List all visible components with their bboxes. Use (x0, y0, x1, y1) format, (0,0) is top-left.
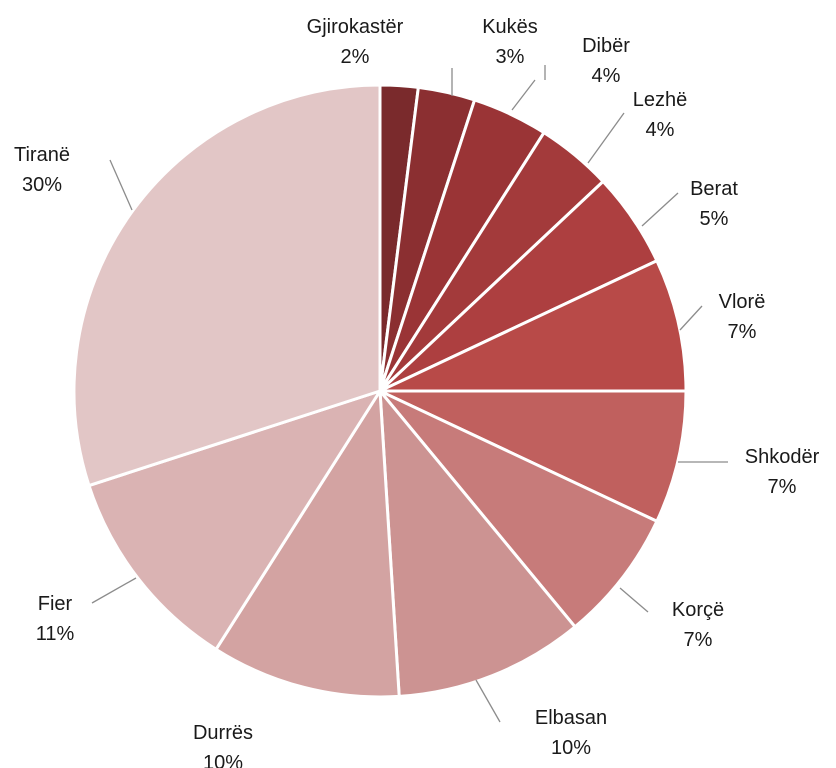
pie-slice-8 (378, 389, 577, 698)
slice-name-label: Kukës (482, 16, 538, 38)
leader-line-8 (475, 679, 501, 723)
pie-slice-6 (378, 389, 688, 523)
leader-line-4 (641, 192, 679, 227)
slice-name-label: Lezhë (633, 89, 688, 111)
slice-name-label: Elbasan (535, 707, 607, 729)
pie-slice-5 (378, 259, 688, 393)
pie-slice-7 (378, 389, 659, 629)
slice-percent-label: 7% (768, 476, 797, 498)
slice-percent-label: 4% (592, 65, 621, 87)
leader-line-10 (91, 577, 137, 604)
leader-line-7 (619, 587, 649, 613)
slice-name-label: Durrës (193, 722, 253, 744)
leader-line-11 (109, 159, 133, 211)
pie-slice-11 (72, 83, 382, 488)
slice-percent-label: 5% (700, 208, 729, 230)
leader-line-5 (679, 305, 703, 331)
slice-percent-label: 2% (341, 46, 370, 68)
slice-name-label: Fier (38, 593, 73, 615)
slice-percent-label: 10% (203, 752, 243, 768)
slice-name-label: Dibër (582, 35, 630, 57)
pie-slices (72, 83, 688, 699)
slice-name-label: Korçë (672, 599, 724, 621)
slice-name-label: Tiranë (14, 144, 70, 166)
leader-lines (91, 65, 728, 723)
slice-name-label: Berat (690, 178, 738, 200)
slice-percent-label: 10% (551, 737, 591, 759)
slice-name-label: Vlorë (719, 291, 766, 313)
slice-percent-label: 7% (684, 629, 713, 651)
slice-percent-label: 7% (728, 321, 757, 343)
leader-line-1 (511, 79, 536, 111)
slice-name-label: Gjirokastër (307, 16, 404, 38)
slice-percent-label: 3% (496, 46, 525, 68)
pie-slice-9 (214, 389, 401, 699)
leader-line-3 (587, 112, 625, 164)
slice-labels: Gjirokastër 2% Kukës 3% Dibër 4% Lezhë 4% Berat 5… (14, 16, 820, 768)
slice-name-label: Shkodër (745, 446, 820, 468)
slice-percent-label: 30% (22, 174, 62, 196)
pie-slice-10 (87, 389, 382, 651)
slice-percent-label: 4% (646, 119, 675, 141)
slice-percent-label: 11% (36, 623, 75, 645)
